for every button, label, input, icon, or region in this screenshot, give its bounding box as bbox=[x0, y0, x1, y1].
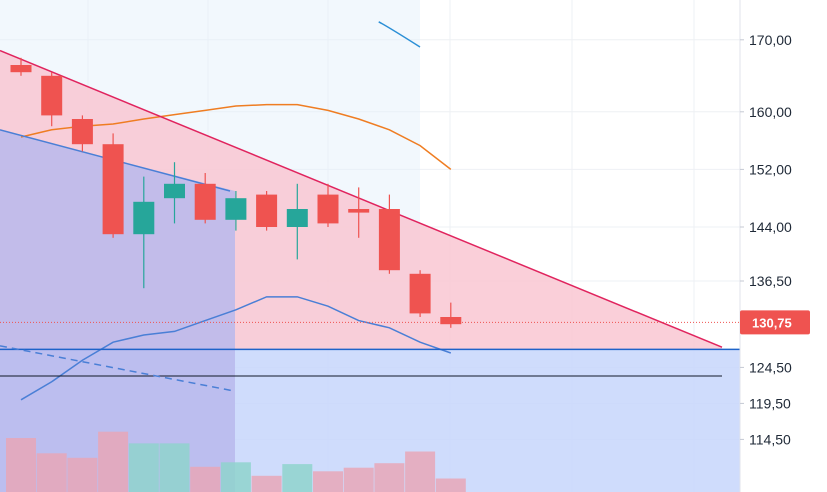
volume-bar bbox=[190, 466, 221, 492]
candle-body bbox=[10, 65, 32, 73]
candle[interactable] bbox=[194, 173, 216, 224]
candlesticks[interactable] bbox=[10, 57, 462, 328]
candle[interactable] bbox=[164, 162, 185, 224]
volume-bar bbox=[282, 464, 313, 492]
last-price-badge bbox=[740, 310, 810, 335]
volume-bar bbox=[343, 467, 374, 492]
candle[interactable] bbox=[440, 302, 462, 328]
price-axis-label: 144,00 bbox=[749, 219, 792, 235]
volume-bar bbox=[405, 451, 436, 492]
candle[interactable] bbox=[256, 191, 278, 231]
candle-body bbox=[102, 144, 124, 235]
candle[interactable] bbox=[317, 183, 339, 227]
price-axis-label: 114,50 bbox=[749, 431, 791, 447]
candle-body bbox=[164, 183, 185, 199]
price-axis-label: 170,00 bbox=[749, 32, 792, 48]
volume-bar bbox=[220, 462, 251, 492]
candle-body bbox=[440, 317, 462, 325]
candle[interactable] bbox=[133, 176, 155, 289]
price-axis-label: 136,50 bbox=[749, 273, 792, 289]
dashed-trendline bbox=[0, 345, 236, 392]
candle-body bbox=[256, 194, 278, 227]
trend-lines bbox=[0, 49, 740, 392]
volume-bar bbox=[435, 478, 466, 492]
volume-bar bbox=[374, 463, 405, 492]
volume-bar bbox=[98, 431, 129, 492]
candle[interactable] bbox=[348, 187, 370, 238]
candle-body bbox=[317, 194, 339, 224]
price-axis-label: 119,50 bbox=[749, 395, 791, 411]
volume-bar bbox=[128, 443, 159, 492]
candle-body bbox=[409, 273, 431, 314]
candle-body bbox=[133, 201, 155, 235]
volume-bar bbox=[313, 471, 343, 492]
resistance-trendline bbox=[0, 49, 723, 348]
upper-band-line bbox=[378, 21, 421, 48]
purple-zone bbox=[0, 129, 235, 492]
candle[interactable] bbox=[71, 115, 93, 152]
candle-body bbox=[348, 209, 370, 213]
candle-body bbox=[225, 198, 247, 220]
volume-bar bbox=[159, 443, 190, 492]
price-axis-background bbox=[740, 0, 827, 492]
volume-bar bbox=[36, 453, 67, 492]
candle[interactable] bbox=[41, 72, 63, 127]
volume-bar bbox=[6, 438, 36, 492]
volume-bar bbox=[251, 475, 282, 492]
candle-body bbox=[286, 209, 308, 227]
candle[interactable] bbox=[378, 194, 400, 274]
candle[interactable] bbox=[10, 57, 32, 76]
candle-body bbox=[71, 119, 93, 145]
volume-bar bbox=[67, 457, 98, 492]
candle-body bbox=[41, 75, 63, 116]
volume-bars bbox=[6, 431, 466, 492]
candle[interactable] bbox=[225, 191, 247, 231]
last-price-label: 130,75 bbox=[752, 315, 792, 330]
price-axis[interactable]: 170,00 160,00 152,00 144,00 136,50 124,50 119,… bbox=[740, 32, 810, 448]
candle[interactable] bbox=[409, 270, 431, 317]
price-axis-label: 124,50 bbox=[749, 359, 792, 375]
price-axis-label: 152,00 bbox=[749, 161, 792, 177]
lower-band-line bbox=[20, 296, 452, 401]
price-axis-label: 160,00 bbox=[749, 104, 792, 120]
candle[interactable] bbox=[102, 133, 124, 238]
candle[interactable] bbox=[286, 183, 308, 260]
candle-body bbox=[194, 183, 216, 220]
candle-body bbox=[378, 209, 400, 271]
